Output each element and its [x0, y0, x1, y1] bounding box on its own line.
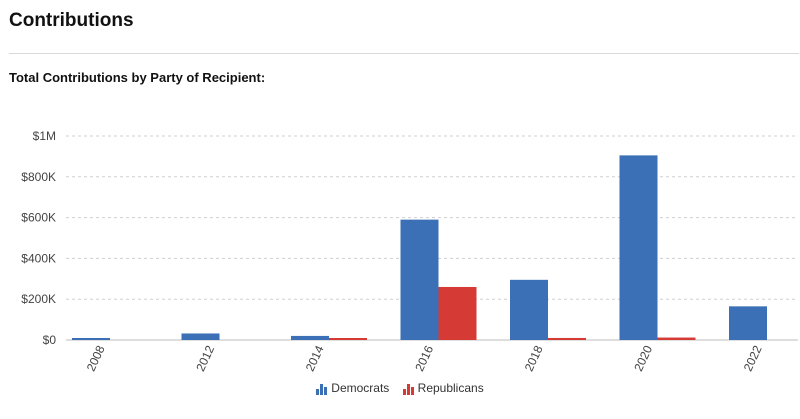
section-title: Contributions [9, 10, 134, 31]
bar-democrats-2012 [181, 333, 220, 340]
legend-item-democrats[interactable]: Democrats [316, 381, 389, 395]
bar-republicans-2014 [329, 338, 367, 340]
y-tick-label: $800K [21, 170, 56, 184]
bar-republicans-2020 [657, 337, 696, 340]
chart-title: Total Contributions by Party of Recipien… [9, 70, 266, 85]
y-tick-label: $0 [43, 333, 57, 347]
y-tick-label: $1M [33, 129, 56, 143]
bar-chart-icon [316, 384, 328, 395]
x-tick-label: 2018 [522, 343, 546, 373]
x-tick-label: 2020 [631, 343, 655, 373]
legend-label-democrats: Democrats [331, 381, 390, 395]
chart-legend: Democrats Republicans [0, 381, 800, 398]
x-tick-label: 2014 [303, 343, 327, 373]
bar-democrats-2020 [619, 155, 658, 340]
section-divider [9, 53, 799, 54]
legend-item-republicans[interactable]: Republicans [402, 381, 484, 395]
x-tick-label: 2022 [741, 343, 765, 373]
x-tick-label: 2012 [193, 343, 217, 373]
y-tick-label: $200K [21, 292, 56, 306]
bar-republicans-2016 [438, 286, 477, 340]
bar-chart-icon [402, 384, 414, 395]
x-tick-label: 2008 [84, 343, 108, 373]
bar-democrats-2016 [400, 219, 439, 340]
y-tick-label: $400K [21, 251, 56, 265]
bar-democrats-2014 [291, 335, 329, 340]
bar-republicans-2018 [548, 337, 586, 340]
bar-democrats-2008 [72, 338, 110, 340]
legend-label-republicans: Republicans [417, 381, 484, 395]
y-tick-label: $600K [21, 211, 56, 225]
x-tick-label: 2016 [412, 343, 436, 373]
bar-democrats-2018 [510, 279, 548, 340]
bar-democrats-2022 [729, 306, 767, 340]
